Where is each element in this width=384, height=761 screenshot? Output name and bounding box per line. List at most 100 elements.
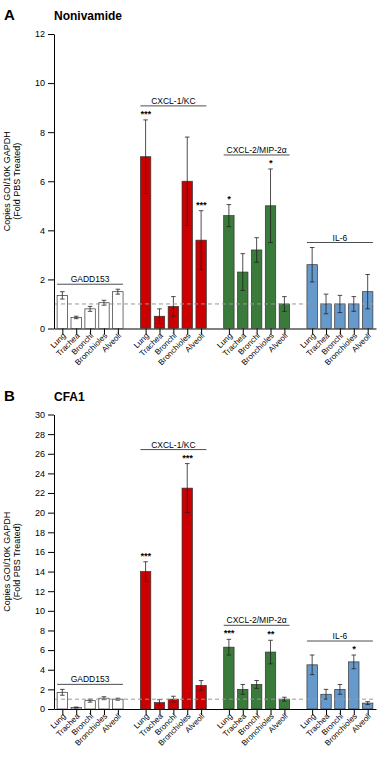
- error-bar: [254, 238, 259, 263]
- group-label: CXCL-2/MIP-2α: [227, 145, 287, 155]
- panel: LungTracheaBronchiBronchiolesAlveoliLung…: [2, 387, 377, 748]
- y-tick: 16: [35, 547, 54, 557]
- error-bar: [268, 169, 273, 243]
- plot-area: [54, 120, 376, 329]
- y-tick: 20: [35, 508, 54, 518]
- significance-label: ***: [224, 628, 235, 638]
- y-tick: 10: [35, 78, 54, 88]
- error-bar: [171, 297, 176, 317]
- bar: [71, 708, 81, 709]
- y-tick-mark: [48, 650, 54, 651]
- group-label: CXCL-1/KC: [151, 440, 195, 450]
- error-bar: [88, 306, 93, 311]
- group-label: IL-6: [333, 233, 348, 243]
- error-bar: [227, 205, 232, 227]
- y-tick-label: 2: [40, 275, 45, 285]
- y-tick: 6: [40, 645, 54, 655]
- y-axis-title: Copies GOI/10K GAPDH(Fold PBS Treated): [2, 512, 22, 612]
- reference-line: [54, 699, 376, 700]
- bar: [182, 488, 192, 709]
- group-label: CXCL-1/KC: [151, 96, 195, 106]
- x-tick: Alveoli: [350, 329, 373, 355]
- x-tick: Alveoli: [183, 329, 206, 355]
- y-tick-label: 10: [35, 606, 45, 616]
- bar: [224, 647, 234, 709]
- error-bar: [310, 248, 315, 282]
- y-tick-mark: [48, 454, 54, 455]
- x-tick: Alveoli: [350, 709, 373, 735]
- x-tick: Alveoli: [267, 329, 290, 355]
- x-tick-label: Alveoli: [100, 712, 123, 735]
- y-tick-mark: [48, 132, 54, 133]
- y-tick-mark: [48, 513, 54, 514]
- y-tick-mark: [48, 83, 54, 84]
- significance-label: ***: [140, 551, 151, 561]
- y-tick: 2: [40, 275, 54, 285]
- x-tick: Alveoli: [100, 709, 123, 735]
- bar: [85, 309, 95, 329]
- panel-letter: B: [4, 387, 15, 404]
- significance-label: ***: [140, 109, 151, 119]
- figure: LungTracheaBronchiBronchiolesAlveoliLung…: [0, 0, 384, 761]
- y-tick-mark: [48, 611, 54, 612]
- y-tick-label: 8: [40, 128, 45, 138]
- y-tick-label: 6: [40, 645, 45, 655]
- x-tick-label: Alveoli: [350, 712, 373, 735]
- x-tick-label: Alveoli: [183, 331, 206, 354]
- title: CFA1: [54, 390, 85, 404]
- y-tick: 28: [35, 430, 54, 440]
- y-tick: 12: [35, 587, 54, 597]
- y-tick-mark: [48, 689, 54, 690]
- error-bar: [268, 640, 273, 664]
- bar: [113, 699, 123, 709]
- error-bar: [240, 254, 245, 291]
- y-tick: 4: [40, 665, 54, 675]
- error-bar: [157, 309, 162, 324]
- x-tick-label: Alveoli: [183, 712, 206, 735]
- y-tick: 8: [40, 128, 54, 138]
- x-axis-line: [55, 709, 377, 710]
- x-axis: LungTracheaBronchiBronchiolesAlveoliLung…: [49, 709, 377, 748]
- group-label: IL-6: [333, 631, 348, 641]
- significance-label: ***: [196, 200, 207, 210]
- significance-label: *: [269, 158, 273, 168]
- significance-label: *: [352, 644, 356, 654]
- significance-label: *: [227, 194, 231, 204]
- bar: [140, 572, 150, 709]
- y-tick-label: 18: [35, 528, 45, 538]
- x-axis: LungTracheaBronchiBronchiolesAlveoliLung…: [49, 329, 377, 368]
- title: Nonivamide: [54, 9, 122, 23]
- significance-label: ***: [182, 453, 193, 463]
- y-tick: 4: [40, 226, 54, 236]
- y-tick-mark: [48, 630, 54, 631]
- error-bar: [254, 681, 259, 689]
- error-bar: [199, 211, 204, 270]
- y-tick-mark: [48, 591, 54, 592]
- x-tick-label: Alveoli: [267, 712, 290, 735]
- significance-label: **: [267, 629, 275, 639]
- y-tick-label: 10: [35, 78, 45, 88]
- group-label: GADD153: [71, 674, 110, 684]
- y-tick-mark: [48, 329, 54, 330]
- error-bar: [240, 684, 245, 694]
- bar: [71, 317, 81, 328]
- y-tick-label: 28: [35, 430, 45, 440]
- reference-line: [54, 303, 376, 304]
- y-tick-mark: [48, 230, 54, 231]
- bar: [99, 303, 109, 329]
- y-tick: 12: [35, 29, 54, 39]
- bar: [224, 216, 234, 329]
- y-tick: 0: [40, 324, 54, 334]
- y-tick: 8: [40, 626, 54, 636]
- x-tick-label: Alveoli: [267, 331, 290, 354]
- y-tick-mark: [48, 415, 54, 416]
- y-tick-label: 4: [40, 226, 45, 236]
- y-tick: 22: [35, 488, 54, 498]
- error-bar: [60, 689, 65, 695]
- bar: [113, 292, 123, 329]
- y-tick-label: 12: [35, 587, 45, 597]
- y-tick-label: 0: [40, 324, 45, 334]
- error-bar: [116, 289, 121, 294]
- y-tick-mark: [48, 473, 54, 474]
- y-tick-label: 24: [35, 469, 45, 479]
